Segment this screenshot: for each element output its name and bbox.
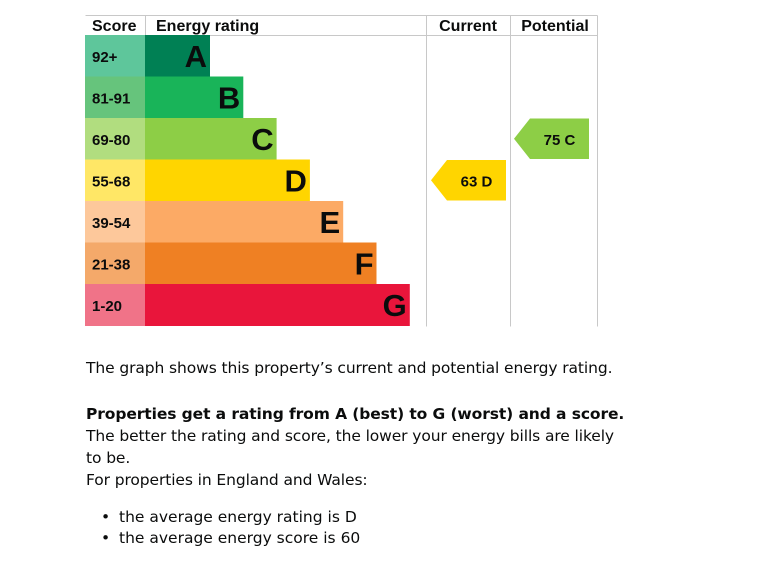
- rating-bar-f: [145, 242, 377, 285]
- score-range-label-e: 39-54: [92, 215, 131, 232]
- rating-letter-c: C: [251, 122, 273, 157]
- score-range-cell-d: [85, 159, 145, 202]
- score-range-label-a: 92+: [92, 49, 118, 66]
- potential-rating-marker-label: 75 C: [544, 132, 576, 149]
- score-range-label-d: 55-68: [92, 173, 130, 190]
- average-score-item: the average energy score is 60: [86, 528, 360, 549]
- score-range-label-c: 69-80: [92, 132, 130, 149]
- rating-letter-a: A: [185, 39, 207, 74]
- rating-bar-d: [145, 159, 310, 202]
- rating-bar-g: [145, 284, 410, 326]
- rating-explanation-rest: The better the rating and score, the low…: [86, 427, 615, 467]
- score-range-cell-a: [85, 35, 145, 77]
- header-current: Current: [439, 18, 497, 35]
- rating-letter-f: F: [355, 246, 374, 281]
- rating-letter-d: D: [285, 163, 307, 198]
- header-potential: Potential: [521, 18, 589, 35]
- header-score: Score: [92, 18, 137, 35]
- rating-explanation-bold: Properties get a rating from A (best) to…: [86, 405, 625, 423]
- score-range-cell-e: [85, 201, 145, 243]
- score-range-label-f: 21-38: [92, 256, 130, 273]
- rating-explanation: Properties get a rating from A (best) to…: [86, 403, 626, 469]
- average-list: the average energy rating is D the avera…: [86, 507, 360, 549]
- energy-rating-chart: Score Energy rating Current Potential 92…: [85, 15, 598, 327]
- rating-letter-g: G: [383, 288, 407, 323]
- average-rating-item: the average energy rating is D: [86, 507, 360, 528]
- score-range-label-b: 81-91: [92, 90, 130, 107]
- score-range-cell-g: [85, 284, 145, 326]
- score-range-cell-b: [85, 76, 145, 119]
- rating-bar-a: [145, 35, 210, 77]
- rating-bar-e: [145, 201, 344, 243]
- rating-bands: 92+ A 81-91 B 69-80 C 55-68 D 39-54 E 21-38 F 1-20 G: [85, 35, 410, 326]
- current-rating-marker: [431, 160, 506, 201]
- score-range-label-g: 1-20: [92, 298, 122, 315]
- header-energy-rating: Energy rating: [156, 18, 259, 35]
- current-rating-marker-label: 63 D: [461, 173, 493, 190]
- score-range-cell-c: [85, 118, 145, 160]
- rating-bar-c: [145, 118, 277, 160]
- rating-bar-b: [145, 76, 244, 119]
- intro-text: The graph shows this property’s current …: [86, 359, 613, 377]
- rating-letter-e: E: [320, 205, 341, 240]
- region-text: For properties in England and Wales:: [86, 471, 368, 489]
- rating-markers: 63 D 75 C: [431, 118, 589, 201]
- rating-letter-b: B: [218, 80, 240, 115]
- potential-rating-marker: [514, 118, 589, 159]
- score-range-cell-f: [85, 242, 145, 285]
